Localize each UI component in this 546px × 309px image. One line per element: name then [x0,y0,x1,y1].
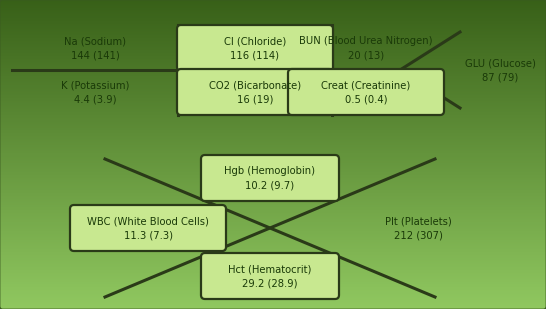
Text: WBC (White Blood Cells)
11.3 (7.3): WBC (White Blood Cells) 11.3 (7.3) [87,216,209,240]
Text: GLU (Glucose)
87 (79): GLU (Glucose) 87 (79) [465,58,536,82]
FancyBboxPatch shape [288,69,444,115]
FancyBboxPatch shape [177,25,333,71]
FancyBboxPatch shape [201,155,339,201]
Text: Hct (Hematocrit)
29.2 (28.9): Hct (Hematocrit) 29.2 (28.9) [228,264,312,288]
Text: Na (Sodium)
144 (141): Na (Sodium) 144 (141) [64,36,126,60]
Text: BUN (Blood Urea Nitrogen)
20 (13): BUN (Blood Urea Nitrogen) 20 (13) [299,36,433,60]
Text: CO2 (Bicarbonate)
16 (19): CO2 (Bicarbonate) 16 (19) [209,80,301,104]
FancyBboxPatch shape [201,253,339,299]
FancyBboxPatch shape [70,205,226,251]
Text: Plt (Platelets)
212 (307): Plt (Platelets) 212 (307) [384,216,452,240]
Text: Hgb (Hemoglobin)
10.2 (9.7): Hgb (Hemoglobin) 10.2 (9.7) [224,166,316,190]
FancyBboxPatch shape [177,69,333,115]
Text: Cl (Chloride)
116 (114): Cl (Chloride) 116 (114) [224,36,286,60]
Text: K (Potassium)
4.4 (3.9): K (Potassium) 4.4 (3.9) [61,80,129,104]
Text: Creat (Creatinine)
0.5 (0.4): Creat (Creatinine) 0.5 (0.4) [322,80,411,104]
